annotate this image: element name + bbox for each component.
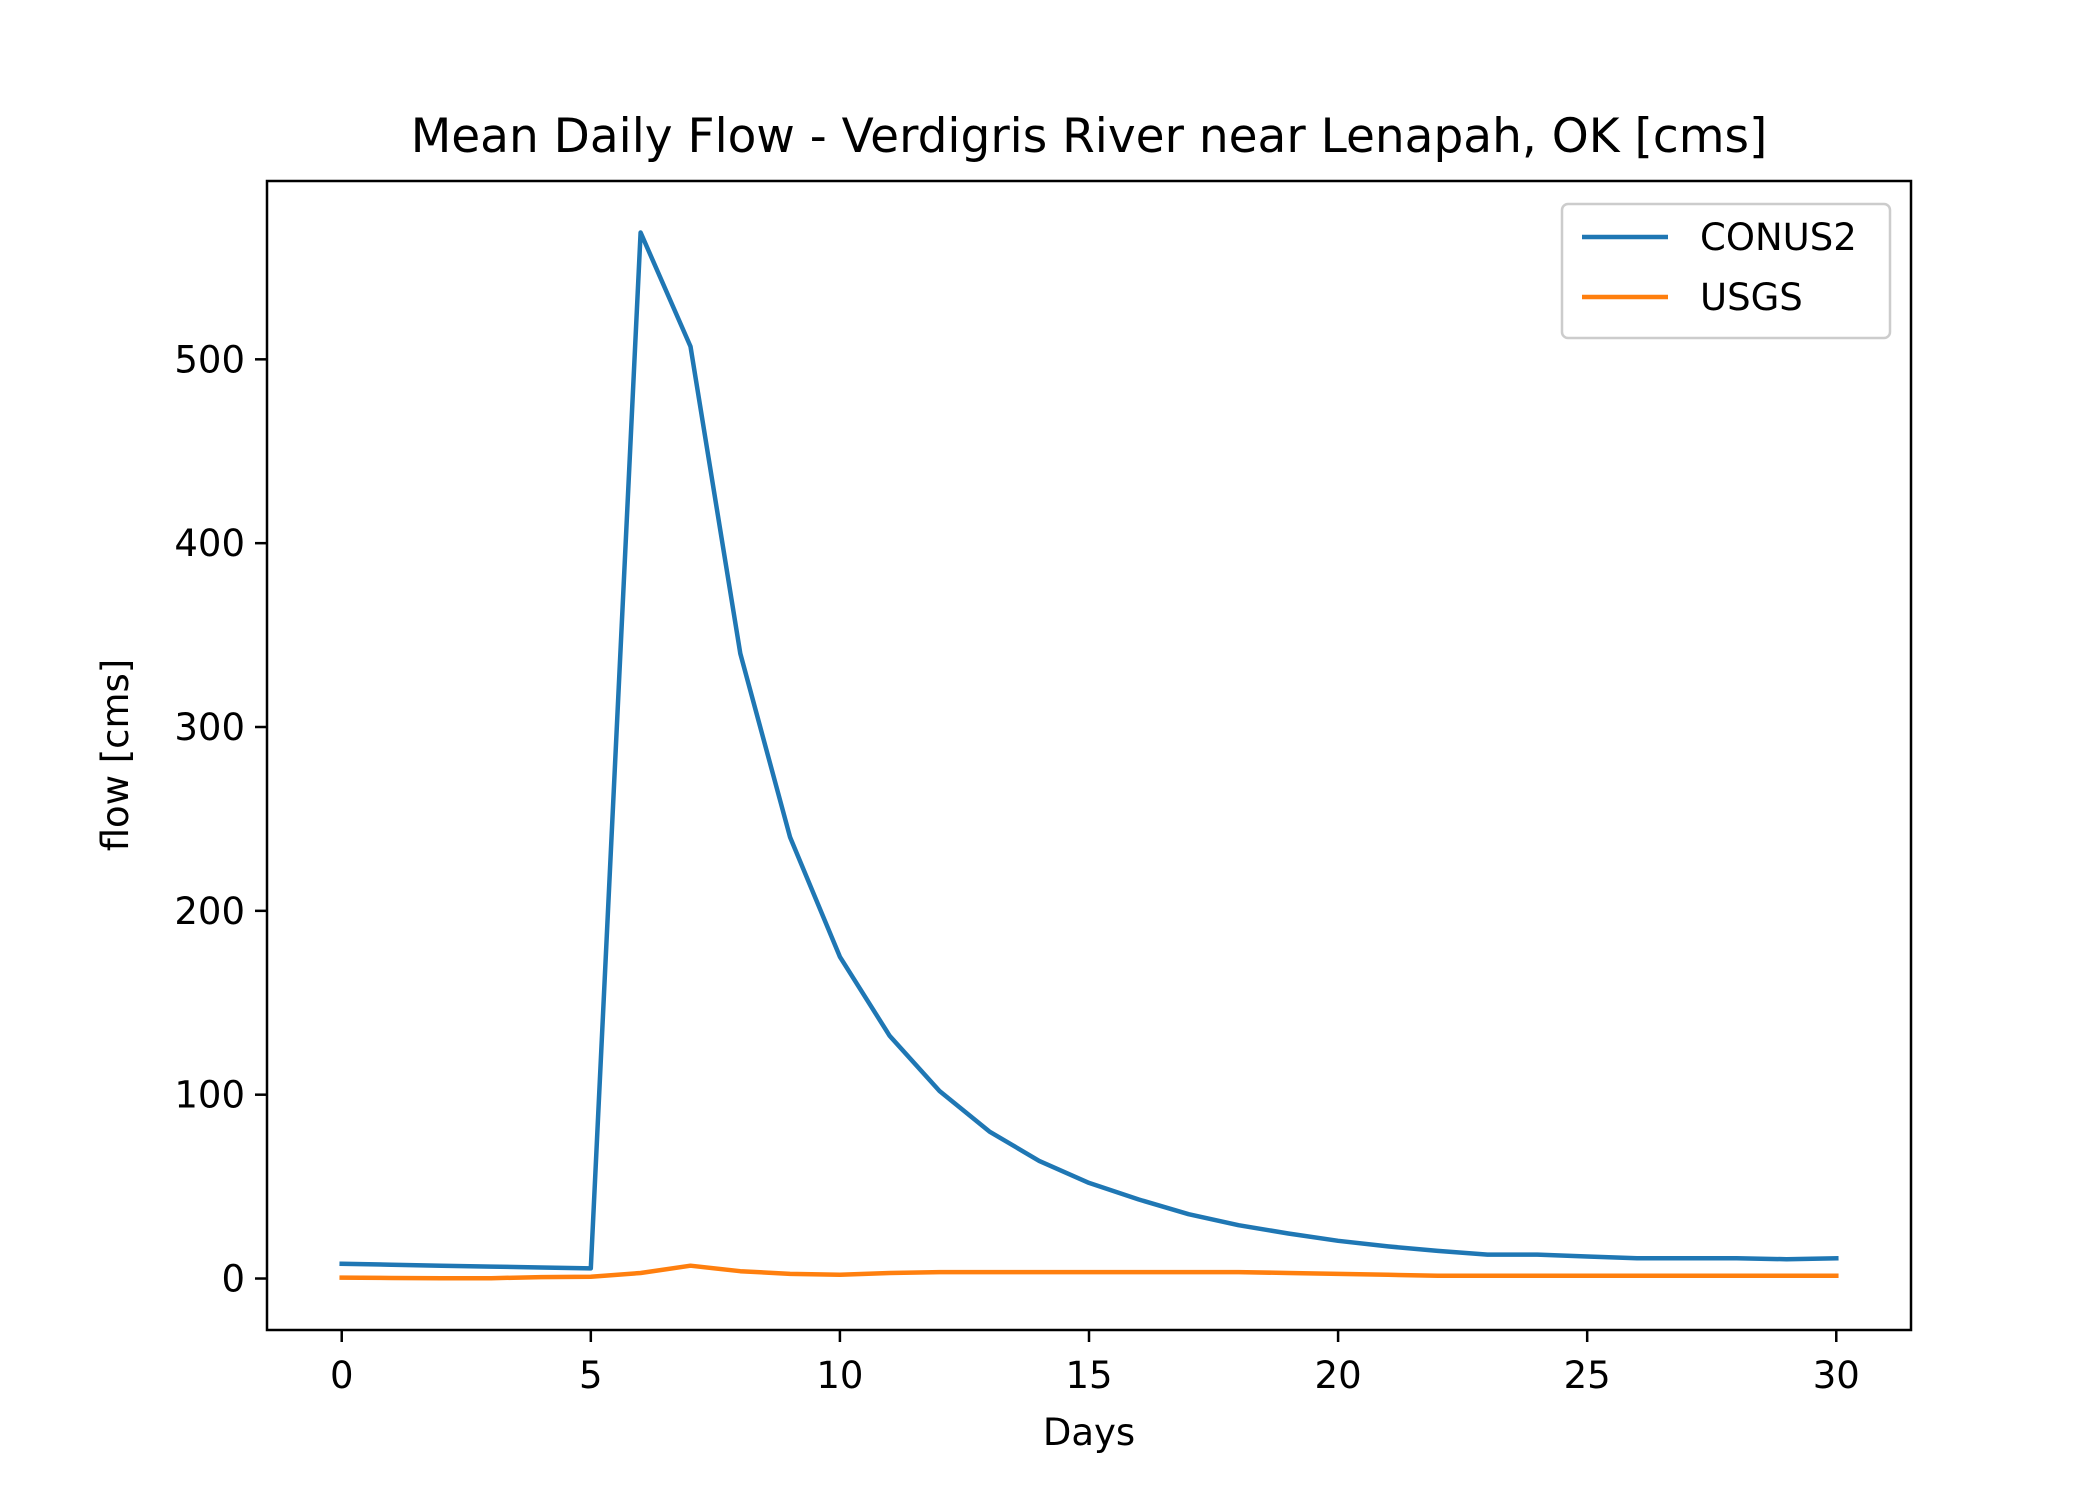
x-tick-label: 5 bbox=[579, 1354, 603, 1397]
x-tick-label: 10 bbox=[816, 1354, 863, 1397]
y-tick-label: 400 bbox=[174, 522, 245, 565]
legend-label-conus2: CONUS2 bbox=[1700, 216, 1857, 259]
y-tick-label: 200 bbox=[174, 890, 245, 933]
x-axis-ticks: 0 5 10 15 20 25 30 bbox=[330, 1330, 1860, 1397]
series-line-conus2 bbox=[339, 230, 1839, 1271]
legend: CONUS2 USGS bbox=[1560, 202, 1892, 340]
series-line-usgs bbox=[339, 1263, 1839, 1281]
x-tick-label: 30 bbox=[1813, 1354, 1860, 1397]
x-tick-label: 15 bbox=[1065, 1354, 1112, 1397]
series-layer bbox=[339, 230, 1839, 1281]
x-tick-label: 0 bbox=[330, 1354, 354, 1397]
y-tick-label: 500 bbox=[174, 338, 245, 381]
x-axis-label: Days bbox=[1043, 1411, 1135, 1454]
chart-title: Mean Daily Flow - Verdigris River near L… bbox=[411, 109, 1768, 164]
x-tick-label: 20 bbox=[1315, 1354, 1362, 1397]
y-tick-label: 100 bbox=[174, 1074, 245, 1117]
x-tick-label: 25 bbox=[1564, 1354, 1611, 1397]
y-tick-label: 300 bbox=[174, 706, 245, 749]
y-axis-ticks: 0 100 200 300 400 500 bbox=[174, 338, 267, 1301]
y-axis-label: flow [cms] bbox=[94, 659, 137, 852]
legend-label-usgs: USGS bbox=[1700, 276, 1803, 319]
y-tick-label: 0 bbox=[221, 1258, 245, 1301]
